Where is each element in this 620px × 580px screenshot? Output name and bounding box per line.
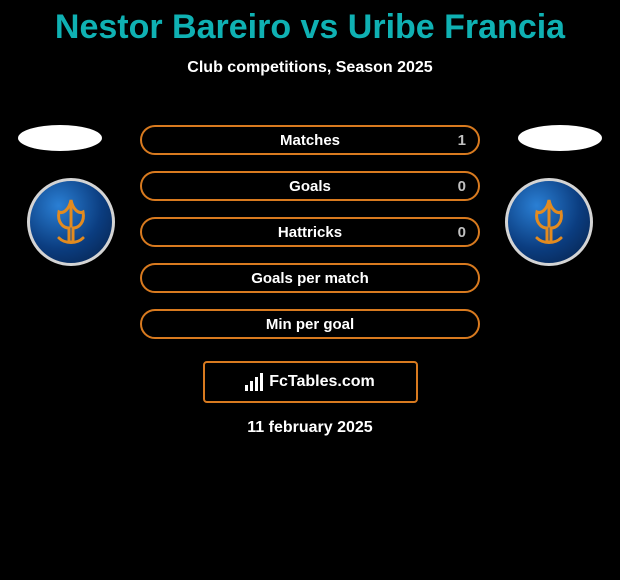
stat-label: Min per goal [266,316,354,333]
stat-value: 0 [458,178,466,195]
brand-bars-icon [245,373,263,391]
date-text: 11 february 2025 [0,419,620,437]
stat-pill-hattricks: Hattricks 0 [140,217,480,247]
stat-value: 0 [458,224,466,241]
stat-row: Hattricks 0 [0,209,620,255]
stat-label: Goals per match [251,270,369,287]
stat-label: Matches [280,132,340,149]
stat-label: Hattricks [278,224,342,241]
brand-box[interactable]: FcTables.com [203,361,418,403]
stat-pill-goals: Goals 0 [140,171,480,201]
stat-row: Min per goal [0,301,620,347]
stat-row: Goals per match [0,255,620,301]
brand-text: FcTables.com [269,373,375,391]
stat-pill-matches: Matches 1 [140,125,480,155]
stat-pill-min-per-goal: Min per goal [140,309,480,339]
stat-pill-goals-per-match: Goals per match [140,263,480,293]
stat-row: Matches 1 [0,117,620,163]
stat-row: Goals 0 [0,163,620,209]
stat-value: 1 [458,132,466,149]
stat-label: Goals [289,178,331,195]
page-title: Nestor Bareiro vs Uribe Francia [0,0,620,47]
stats-container: Matches 1 Goals 0 Hattricks 0 Goals per … [0,117,620,437]
subtitle: Club competitions, Season 2025 [0,59,620,77]
